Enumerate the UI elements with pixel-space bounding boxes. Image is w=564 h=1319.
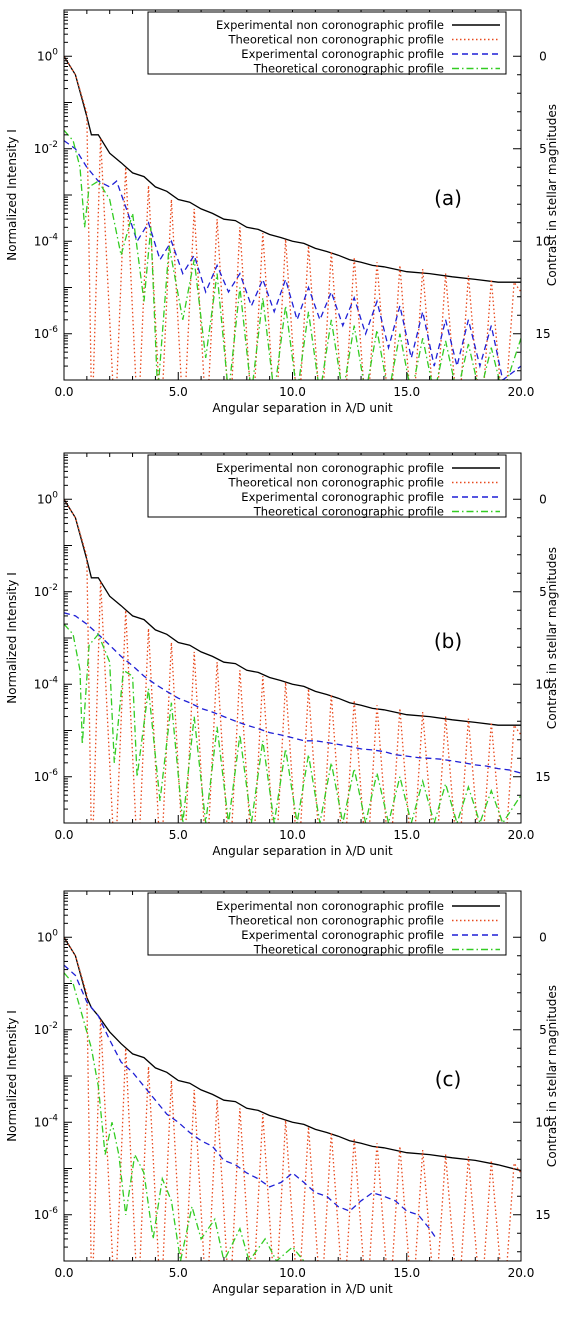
right-tick-label: 10: [535, 677, 550, 691]
right-tick-label: 10: [535, 234, 550, 248]
legend-label: Theoretical non coronographic profile: [227, 33, 444, 47]
x-tick-label: 10.0: [279, 1266, 306, 1280]
right-tick-label: 15: [535, 770, 550, 784]
series-line-1: [64, 498, 521, 726]
panel-label: (b): [434, 629, 462, 653]
right-axis-title: Contrast in stellar magnitudes: [545, 547, 559, 729]
x-axis-title: Angular separation in λ/D unit: [212, 844, 393, 858]
x-tick-label: 0.0: [54, 385, 73, 399]
series-group: [64, 936, 521, 1261]
series-line-3: [64, 612, 521, 774]
legend: Experimental non coronographic profileTh…: [147, 454, 507, 519]
panel-label: (c): [435, 1067, 462, 1091]
legend-label: Experimental coronographic profile: [241, 928, 444, 942]
y-tick-label: 10-4: [34, 232, 59, 248]
right-tick-label: 10: [535, 1115, 550, 1129]
x-tick-label: 20.0: [508, 385, 535, 399]
right-axis-title: Contrast in stellar magnitudes: [545, 104, 559, 286]
legend-label: Theoretical coronographic profile: [253, 943, 444, 957]
legend-label: Experimental non coronographic profile: [216, 899, 444, 913]
legend-label: Experimental coronographic profile: [241, 490, 444, 504]
x-tick-label: 15.0: [393, 385, 420, 399]
legend-box: [147, 454, 507, 518]
right-tick-label: 15: [535, 1208, 550, 1222]
x-tick-label: 0.0: [54, 828, 73, 842]
y-tick-label: 100: [37, 928, 58, 944]
legend-box: [147, 11, 507, 75]
series-line-3: [64, 140, 521, 380]
series-line-3: [64, 964, 438, 1240]
right-tick-label: 5: [539, 1023, 547, 1037]
y-tick-label: 10-2: [34, 583, 58, 599]
x-tick-label: 0.0: [54, 1266, 73, 1280]
y-axis-title: Normalized Intensity I: [5, 1010, 19, 1141]
right-tick-label: 0: [539, 930, 547, 944]
right-tick-label: 0: [539, 49, 547, 63]
y-tick-label: 10-2: [34, 1021, 58, 1037]
x-axis-title: Angular separation in λ/D unit: [212, 401, 393, 415]
right-tick-label: 15: [535, 327, 550, 341]
legend-label: Theoretical non coronographic profile: [227, 914, 444, 928]
legend-label: Theoretical coronographic profile: [253, 505, 444, 519]
legend: Experimental non coronographic profileTh…: [147, 11, 507, 76]
x-tick-label: 20.0: [508, 828, 535, 842]
legend-label: Experimental non coronographic profile: [216, 461, 444, 475]
chart-panel-3: 0.0 5.0 10.0 15.0 20.0 100 10-2 10-4 10-6 0 5 10 15 A…: [5, 890, 559, 1296]
y-tick-label: 100: [37, 490, 58, 506]
right-axis-title: Contrast in stellar magnitudes: [545, 985, 559, 1167]
x-tick-label: 15.0: [393, 828, 420, 842]
x-tick-label: 5.0: [169, 828, 188, 842]
legend-label: Experimental non coronographic profile: [216, 18, 444, 32]
x-tick-label: 10.0: [279, 385, 306, 399]
y-tick-label: 10-2: [34, 140, 58, 156]
x-tick-label: 15.0: [393, 1266, 420, 1280]
legend-label: Theoretical non coronographic profile: [227, 476, 444, 490]
y-tick-label: 10-6: [34, 325, 59, 341]
legend: Experimental non coronographic profileTh…: [147, 892, 507, 957]
series-group: [64, 498, 521, 823]
y-axis-title: Normalized Intensity I: [5, 572, 19, 703]
panel-label: (a): [434, 186, 462, 210]
x-tick-label: 20.0: [508, 1266, 535, 1280]
legend-label: Theoretical coronographic profile: [253, 62, 444, 76]
x-axis-title: Angular separation in λ/D unit: [212, 1282, 393, 1296]
x-tick-label: 5.0: [169, 1266, 188, 1280]
chart-panel-1: 0.0 5.0 10.0 15.0 20.0 100 10-2 10-4 10-6 0 5 10 15 A…: [5, 9, 559, 415]
y-tick-label: 10-4: [34, 1113, 59, 1129]
y-tick-label: 100: [37, 47, 58, 63]
right-tick-label: 5: [539, 585, 547, 599]
series-line-1: [64, 936, 521, 1172]
chart-panel-2: 0.0 5.0 10.0 15.0 20.0 100 10-2 10-4 10-6 0 5 10 15 A…: [5, 452, 559, 858]
y-tick-label: 10-6: [34, 1206, 59, 1222]
legend-box: [147, 892, 507, 956]
x-tick-label: 5.0: [169, 385, 188, 399]
series-line-1: [64, 55, 521, 283]
series-group: [64, 55, 521, 380]
x-tick-label: 10.0: [279, 828, 306, 842]
y-tick-label: 10-4: [34, 675, 59, 691]
y-tick-label: 10-6: [34, 768, 59, 784]
series-line-4: [64, 972, 305, 1261]
right-tick-label: 0: [539, 492, 547, 506]
y-axis-title: Normalized Intensity I: [5, 129, 19, 260]
right-tick-label: 5: [539, 142, 547, 156]
legend-label: Experimental coronographic profile: [241, 47, 444, 61]
